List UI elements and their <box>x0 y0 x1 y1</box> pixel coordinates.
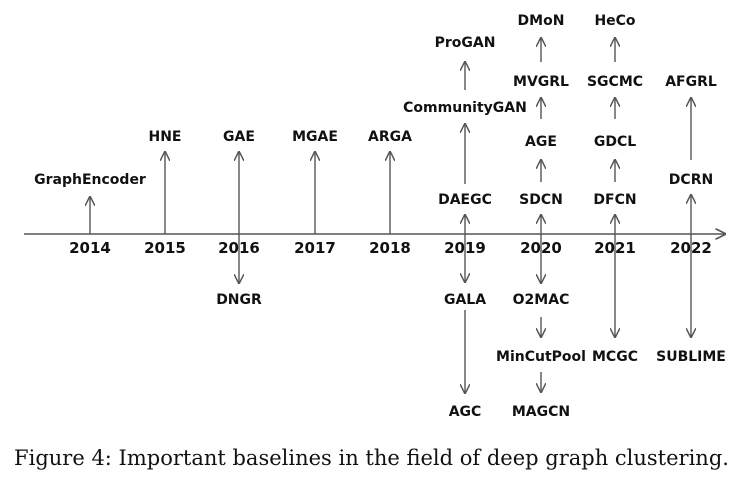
label-mvgrl: MVGRL <box>513 74 569 90</box>
figure-caption: Figure 4: Important baselines in the fie… <box>14 446 729 470</box>
label-mgae: MGAE <box>292 129 338 145</box>
label-dfcn: DFCN <box>593 192 636 208</box>
label-magcn: MAGCN <box>512 404 570 420</box>
label-progan: ProGAN <box>435 35 496 51</box>
year-label-2018: 2018 <box>369 239 411 257</box>
label-hne: HNE <box>149 129 182 145</box>
year-label-2014: 2014 <box>69 239 111 257</box>
label-gae: GAE <box>223 129 255 145</box>
label-communitygan: CommunityGAN <box>403 100 527 116</box>
label-mincutpool: MinCutPool <box>496 349 586 365</box>
label-agc: AGC <box>449 404 482 420</box>
label-sgcmc: SGCMC <box>587 74 643 90</box>
label-daegc: DAEGC <box>438 192 492 208</box>
label-arga: ARGA <box>368 129 412 145</box>
label-mcgc: MCGC <box>592 349 638 365</box>
label-gala: GALA <box>444 292 486 308</box>
label-gdcl: GDCL <box>594 134 636 150</box>
year-label-2015: 2015 <box>144 239 186 257</box>
label-sdcn: SDCN <box>519 192 563 208</box>
label-age: AGE <box>525 134 557 150</box>
label-dcrn: DCRN <box>669 172 713 188</box>
timeline-diagram: 2014 2015 2016 2017 2018 2019 2020 2021 … <box>24 13 743 420</box>
arrows <box>90 38 691 393</box>
label-o2mac: O2MAC <box>513 292 570 308</box>
label-afgrl: AFGRL <box>665 74 717 90</box>
label-dmon: DMoN <box>518 13 565 29</box>
label-sublime: SUBLIME <box>656 349 726 365</box>
year-label-2017: 2017 <box>294 239 336 257</box>
label-graphencoder: GraphEncoder <box>34 172 146 188</box>
label-dngr: DNGR <box>216 292 262 308</box>
label-heco: HeCo <box>594 13 635 29</box>
method-labels: GraphEncoder HNE GAE DNGR MGAE ARGA DAEG… <box>34 13 726 420</box>
